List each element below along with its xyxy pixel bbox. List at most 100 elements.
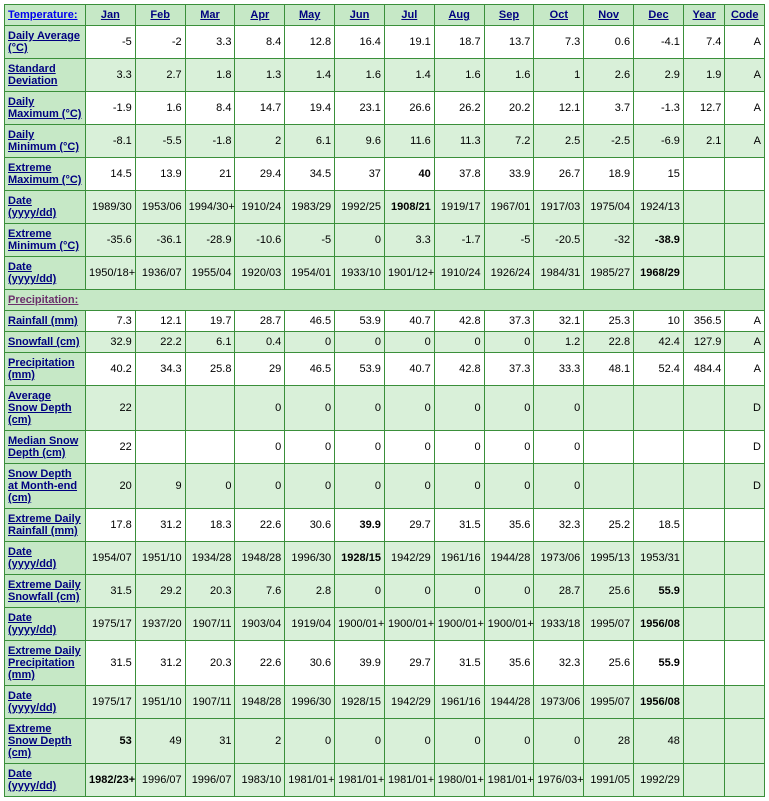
cell: 11.3 [434, 125, 484, 158]
cell: 1942/29 [384, 542, 434, 575]
row-label-ext-daily-snow[interactable]: Extreme Daily Snowfall (cm) [5, 575, 86, 608]
row-label-ext-daily-precip[interactable]: Extreme Daily Precipitation (mm) [5, 641, 86, 686]
col-header-feb[interactable]: Feb [135, 5, 185, 26]
cell: 37 [335, 158, 385, 191]
cell [683, 431, 725, 464]
col-header-code[interactable]: Code [725, 5, 765, 26]
cell: 37.3 [484, 353, 534, 386]
cell: 1944/28 [484, 686, 534, 719]
cell: 46.5 [285, 311, 335, 332]
cell: 0 [434, 431, 484, 464]
cell: 2 [235, 719, 285, 764]
cell: 1981/01+ [384, 764, 434, 797]
row-label-precip[interactable]: Precipitation (mm) [5, 353, 86, 386]
row-label-daily-min[interactable]: Daily Minimum (°C) [5, 125, 86, 158]
col-header-oct[interactable]: Oct [534, 5, 584, 26]
cell: 1984/31 [534, 257, 584, 290]
cell: 6.1 [185, 332, 235, 353]
table-row: Daily Minimum (°C)-8.1-5.5-1.826.19.611.… [5, 125, 765, 158]
cell: 9.6 [335, 125, 385, 158]
cell: 1956/08 [634, 608, 684, 641]
cell: 0 [534, 464, 584, 509]
row-label-ext-snow-depth[interactable]: Extreme Snow Depth (cm) [5, 719, 86, 764]
cell: 19.1 [384, 26, 434, 59]
cell: 0 [484, 719, 534, 764]
col-header-apr[interactable]: Apr [235, 5, 285, 26]
row-label-rainfall[interactable]: Rainfall (mm) [5, 311, 86, 332]
cell: A [725, 311, 765, 332]
cell: 0 [434, 332, 484, 353]
cell: 1983/10 [235, 764, 285, 797]
col-header-year[interactable]: Year [683, 5, 725, 26]
row-label-daily-max[interactable]: Daily Maximum (°C) [5, 92, 86, 125]
cell: 1.6 [335, 59, 385, 92]
row-label-ext-max[interactable]: Extreme Maximum (°C) [5, 158, 86, 191]
cell: 26.6 [384, 92, 434, 125]
cell: 1996/30 [285, 542, 335, 575]
row-label-ext-daily-snow-date[interactable]: Date (yyyy/dd) [5, 608, 86, 641]
cell: 0 [434, 575, 484, 608]
cell: 10 [634, 311, 684, 332]
col-header-dec[interactable]: Dec [634, 5, 684, 26]
cell: 0 [285, 464, 335, 509]
cell: 1992/29 [634, 764, 684, 797]
cell: 1981/01+ [335, 764, 385, 797]
col-header-sep[interactable]: Sep [484, 5, 534, 26]
cell: 0 [335, 431, 385, 464]
cell: 39.9 [335, 509, 385, 542]
cell: 1928/15 [335, 542, 385, 575]
row-label-ext-snow-depth-date[interactable]: Date (yyyy/dd) [5, 764, 86, 797]
row-label-std-dev[interactable]: Standard Deviation [5, 59, 86, 92]
row-label-ext-min[interactable]: Extreme Minimum (°C) [5, 224, 86, 257]
col-header-jul[interactable]: Jul [384, 5, 434, 26]
row-label-ext-min-date[interactable]: Date (yyyy/dd) [5, 257, 86, 290]
row-label-ext-daily-rain-date[interactable]: Date (yyyy/dd) [5, 542, 86, 575]
cell: 2.8 [285, 575, 335, 608]
precipitation-link[interactable]: Precipitation: [8, 294, 78, 306]
table-body: Daily Average (°C)-5-23.38.412.816.419.1… [5, 26, 765, 797]
cell [683, 191, 725, 224]
col-header-nov[interactable]: Nov [584, 5, 634, 26]
temperature-link[interactable]: Temperature: [8, 9, 77, 21]
table-row: Date (yyyy/dd)1975/171951/101907/111948/… [5, 686, 765, 719]
cell: 0 [335, 386, 385, 431]
row-label-med-snow-depth[interactable]: Median Snow Depth (cm) [5, 431, 86, 464]
table-row: Daily Average (°C)-5-23.38.412.816.419.1… [5, 26, 765, 59]
cell: 1982/23+ [85, 764, 135, 797]
row-label-avg-snow-depth[interactable]: Average Snow Depth (cm) [5, 386, 86, 431]
cell: 1980/01+ [434, 764, 484, 797]
col-header-jan[interactable]: Jan [85, 5, 135, 26]
cell: 2.9 [634, 59, 684, 92]
row-label-daily-average[interactable]: Daily Average (°C) [5, 26, 86, 59]
cell: 1975/17 [85, 608, 135, 641]
cell [725, 158, 765, 191]
cell: 1.4 [384, 59, 434, 92]
cell: 0 [484, 332, 534, 353]
cell: 9 [135, 464, 185, 509]
cell: 1975/04 [584, 191, 634, 224]
cell: A [725, 332, 765, 353]
cell: 31 [185, 719, 235, 764]
col-header-aug[interactable]: Aug [434, 5, 484, 26]
cell: 1961/16 [434, 542, 484, 575]
cell: 33.9 [484, 158, 534, 191]
cell: 1919/04 [285, 608, 335, 641]
cell: 32.1 [534, 311, 584, 332]
cell [683, 542, 725, 575]
table-row: Daily Maximum (°C)-1.91.68.414.719.423.1… [5, 92, 765, 125]
col-header-may[interactable]: May [285, 5, 335, 26]
cell: 55.9 [634, 641, 684, 686]
table-row: Date (yyyy/dd)1975/171937/201907/111903/… [5, 608, 765, 641]
row-label-ext-daily-precip-date[interactable]: Date (yyyy/dd) [5, 686, 86, 719]
cell: -38.9 [634, 224, 684, 257]
cell [683, 257, 725, 290]
cell: 1907/11 [185, 608, 235, 641]
row-label-ext-daily-rain[interactable]: Extreme Daily Rainfall (mm) [5, 509, 86, 542]
row-label-snow-depth-eom[interactable]: Snow Depth at Month-end (cm) [5, 464, 86, 509]
cell: 1934/28 [185, 542, 235, 575]
col-header-jun[interactable]: Jun [335, 5, 385, 26]
row-label-ext-max-date[interactable]: Date (yyyy/dd) [5, 191, 86, 224]
col-header-mar[interactable]: Mar [185, 5, 235, 26]
row-label-snowfall[interactable]: Snowfall (cm) [5, 332, 86, 353]
cell: -5 [85, 26, 135, 59]
